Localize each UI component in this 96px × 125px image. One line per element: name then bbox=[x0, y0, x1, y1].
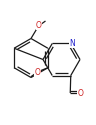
Text: N: N bbox=[69, 39, 75, 48]
Text: O: O bbox=[34, 68, 40, 77]
Text: O: O bbox=[36, 21, 42, 30]
Text: O: O bbox=[78, 88, 84, 98]
